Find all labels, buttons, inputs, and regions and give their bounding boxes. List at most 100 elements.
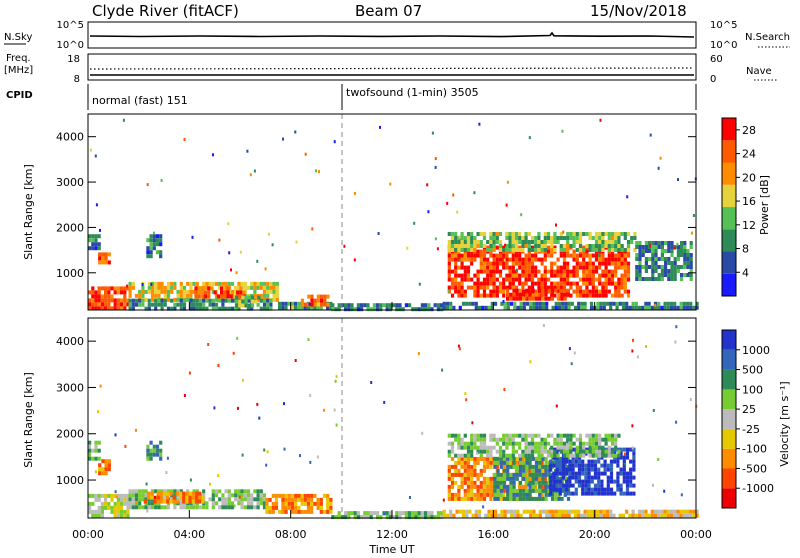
- data-cell: [572, 281, 576, 286]
- data-cell: [223, 290, 227, 295]
- data-cell: [466, 273, 471, 278]
- colorbar-segment: [722, 369, 736, 390]
- data-cell: [616, 459, 620, 464]
- data-cell: [591, 433, 595, 438]
- scatter-cell: [145, 482, 148, 486]
- data-cell: [450, 253, 455, 258]
- scatter-cell: [94, 470, 97, 474]
- data-cell: [323, 302, 327, 307]
- data-cell: [530, 285, 535, 290]
- data-cell: [565, 483, 569, 488]
- data-cell: [623, 265, 627, 270]
- data-cell: [482, 488, 487, 493]
- data-cell: [509, 292, 513, 297]
- data-cell: [242, 290, 246, 295]
- data-cell: [623, 248, 627, 252]
- data-cell: [632, 491, 636, 496]
- data-cell: [274, 505, 279, 510]
- data-cell: [543, 441, 547, 446]
- data-cell: [460, 476, 464, 481]
- data-cell: [460, 253, 464, 258]
- data-cell: [97, 234, 101, 239]
- data-cell: [304, 302, 308, 307]
- data-cell: [549, 463, 553, 468]
- data-cell: [531, 296, 535, 301]
- data-cell: [531, 488, 535, 493]
- data-cell: [654, 269, 658, 273]
- data-cell: [560, 288, 564, 293]
- data-cell: [590, 479, 594, 484]
- data-cell: [449, 509, 453, 514]
- data-cell: [281, 501, 285, 506]
- scatter-cell: [299, 454, 301, 458]
- data-cell: [211, 298, 215, 303]
- data-cell: [537, 240, 541, 244]
- data-cell: [502, 281, 506, 286]
- data-cell: [447, 484, 451, 489]
- data-cell: [584, 463, 588, 468]
- data-cell: [572, 453, 576, 458]
- data-cell: [176, 302, 180, 307]
- data-cell: [685, 513, 690, 518]
- data-cell: [476, 437, 480, 442]
- data-cell: [195, 281, 199, 286]
- data-cell: [234, 295, 239, 300]
- data-cell: [565, 467, 569, 472]
- data-cell: [617, 281, 621, 286]
- data-cell: [476, 433, 480, 438]
- data-cell: [344, 511, 348, 516]
- data-cell: [559, 248, 563, 252]
- data-cell: [587, 483, 591, 488]
- data-cell: [528, 480, 532, 485]
- data-cell: [457, 496, 461, 501]
- data-cell: [492, 269, 496, 274]
- data-cell: [466, 285, 471, 290]
- data-cell: [458, 509, 462, 514]
- data-cell: [156, 495, 160, 500]
- data-cell: [116, 298, 120, 303]
- data-cell: [466, 480, 471, 485]
- data-cell: [555, 475, 559, 480]
- data-cell: [326, 497, 330, 502]
- data-cell: [617, 253, 621, 258]
- data-cell: [489, 460, 493, 465]
- data-cell: [505, 244, 509, 248]
- data-cell: [173, 281, 177, 286]
- data-cell: [511, 277, 515, 282]
- data-cell: [511, 253, 515, 258]
- data-cell: [460, 265, 464, 270]
- data-cell: [502, 464, 506, 469]
- data-cell: [512, 488, 516, 493]
- data-cell: [486, 269, 490, 274]
- data-cell: [489, 244, 493, 248]
- scatter-cell: [631, 349, 634, 353]
- data-cell: [555, 483, 559, 488]
- data-cell: [555, 451, 559, 456]
- data-cell: [269, 306, 273, 311]
- data-cell: [588, 269, 592, 274]
- data-cell: [615, 301, 619, 306]
- data-cell: [628, 305, 632, 310]
- data-cell: [683, 257, 687, 261]
- data-cell: [594, 433, 599, 438]
- data-cell: [534, 456, 539, 461]
- data-cell: [493, 472, 497, 477]
- data-cell: [537, 244, 541, 248]
- data-cell: [530, 248, 535, 252]
- data-cell: [447, 253, 451, 258]
- data-cell: [369, 511, 373, 516]
- data-cell: [682, 509, 686, 514]
- data-cell: [246, 298, 251, 303]
- data-cell: [243, 497, 247, 502]
- data-cell: [601, 269, 605, 274]
- data-cell: [486, 281, 490, 286]
- data-cell: [622, 459, 626, 464]
- data-cell: [508, 269, 512, 274]
- data-cell: [563, 476, 567, 481]
- scatter-cell: [213, 406, 216, 410]
- data-cell: [224, 489, 228, 494]
- data-cell: [479, 232, 483, 236]
- data-cell: [395, 515, 399, 520]
- data-cell: [670, 261, 674, 265]
- data-cell: [489, 476, 493, 481]
